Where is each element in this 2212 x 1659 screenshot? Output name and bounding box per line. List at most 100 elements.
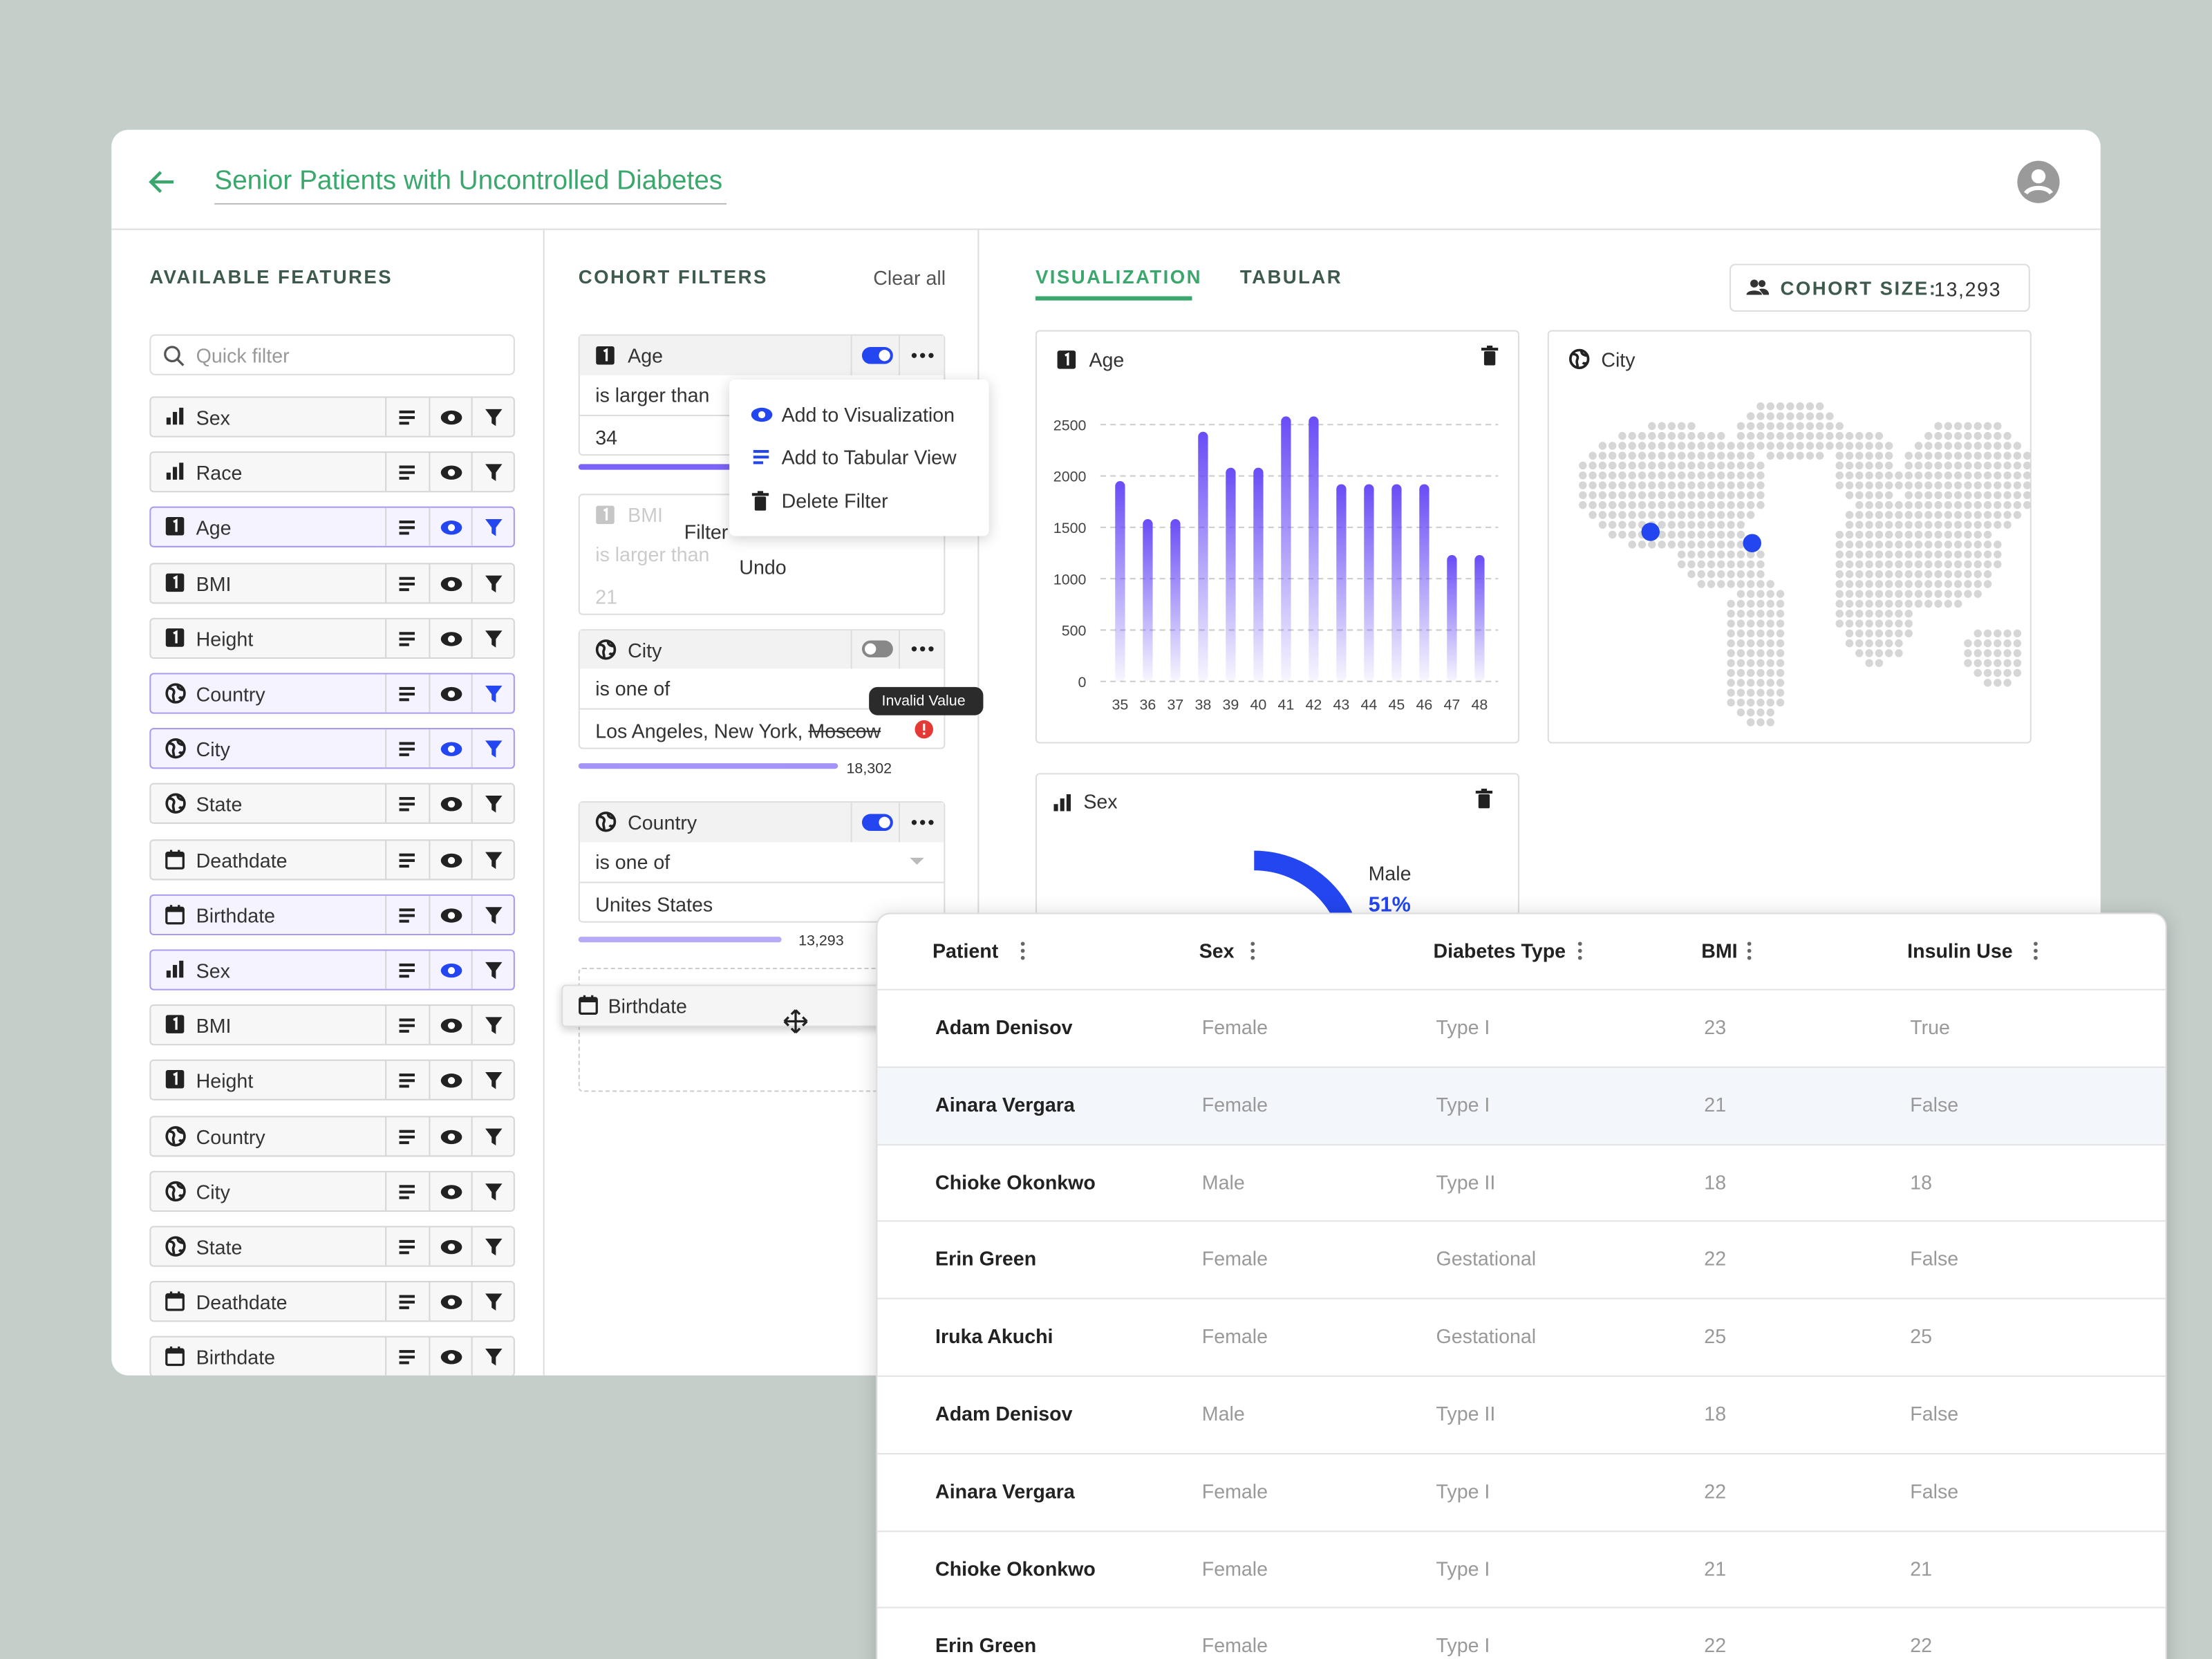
feature-row[interactable]: BMI	[149, 1004, 515, 1046]
visualize-button[interactable]	[440, 409, 463, 426]
filter-button[interactable]	[484, 1127, 504, 1147]
feature-row[interactable]: Country	[149, 1115, 515, 1156]
feature-row[interactable]: Age	[149, 507, 515, 548]
back-button[interactable]	[147, 167, 178, 198]
tabular-button[interactable]	[398, 686, 418, 702]
feature-row[interactable]: Height	[149, 1060, 515, 1101]
visualize-button[interactable]	[440, 1349, 463, 1366]
tab-active[interactable]: VISUALIZATION	[1035, 266, 1202, 288]
feature-row[interactable]: Country	[149, 673, 515, 714]
feature-row[interactable]: BMI	[149, 562, 515, 603]
feature-row[interactable]: Deathdate	[149, 838, 515, 880]
filter-button[interactable]	[484, 1071, 504, 1091]
more-button[interactable]	[910, 344, 935, 367]
filter-button[interactable]	[484, 850, 504, 870]
feature-row[interactable]: Deathdate	[149, 1281, 515, 1322]
visualize-button[interactable]	[440, 686, 463, 702]
filter-button[interactable]	[484, 961, 504, 981]
filter-button[interactable]	[484, 1348, 504, 1368]
tabular-button[interactable]	[398, 465, 418, 481]
visualize-button[interactable]	[440, 852, 463, 868]
delete-button[interactable]	[1475, 788, 1493, 809]
visualize-button[interactable]	[440, 741, 463, 758]
tabular-button[interactable]	[398, 409, 418, 426]
visualize-button[interactable]	[440, 907, 463, 924]
filter-button[interactable]	[484, 518, 504, 538]
visualize-button[interactable]	[440, 1183, 463, 1200]
filter-button[interactable]	[484, 463, 504, 483]
feature-row[interactable]: City	[149, 728, 515, 769]
more-button[interactable]	[910, 811, 935, 834]
visualize-button[interactable]	[440, 1294, 463, 1311]
feature-row[interactable]: City	[149, 1170, 515, 1212]
feature-row[interactable]: Race	[149, 451, 515, 493]
avatar[interactable]	[2016, 160, 2061, 205]
filter-button[interactable]	[484, 574, 504, 594]
tabular-button[interactable]	[398, 1239, 418, 1255]
visualize-button[interactable]	[440, 1018, 463, 1034]
filter-button[interactable]	[484, 906, 504, 926]
menu-item[interactable]: Add to Tabular View	[781, 445, 957, 469]
tabular-button[interactable]	[398, 852, 418, 868]
filter-button[interactable]	[484, 684, 504, 704]
tabular-button[interactable]	[398, 1018, 418, 1034]
filter-button[interactable]	[484, 1237, 504, 1257]
feature-row[interactable]: Birthdate	[149, 894, 515, 935]
tabular-button[interactable]	[398, 1128, 418, 1145]
delete-button[interactable]	[1481, 345, 1499, 366]
visualize-button[interactable]	[440, 1128, 463, 1145]
feature-row[interactable]: State	[149, 1226, 515, 1267]
dropdown-arrow[interactable]	[908, 856, 925, 868]
column-header[interactable]: BMI	[1701, 939, 1738, 962]
filter-button[interactable]	[484, 1293, 504, 1313]
column-menu[interactable]	[1747, 941, 1752, 961]
visualize-button[interactable]	[440, 1073, 463, 1089]
tabular-button[interactable]	[398, 1073, 418, 1089]
filter-button[interactable]	[484, 1016, 504, 1036]
filter-button[interactable]	[484, 795, 504, 815]
column-menu[interactable]	[1577, 941, 1583, 961]
visualize-button[interactable]	[440, 575, 463, 592]
tabular-button[interactable]	[398, 630, 418, 647]
clear-all[interactable]: Clear all	[873, 266, 946, 290]
filter-button[interactable]	[484, 629, 504, 649]
undo-button[interactable]: Undo	[739, 556, 787, 579]
column-header[interactable]: Sex	[1199, 939, 1235, 962]
tabular-button[interactable]	[398, 907, 418, 924]
tabular-button[interactable]	[398, 741, 418, 758]
filter-button[interactable]	[484, 1182, 504, 1202]
menu-item[interactable]: Delete Filter	[781, 489, 888, 512]
tabular-button[interactable]	[398, 1349, 418, 1366]
visualize-button[interactable]	[440, 520, 463, 536]
column-menu[interactable]	[1020, 941, 1026, 961]
tabular-button[interactable]	[398, 575, 418, 592]
column-menu[interactable]	[2033, 941, 2038, 961]
tab[interactable]: TABULAR	[1239, 266, 1343, 288]
visualize-button[interactable]	[440, 630, 463, 647]
visualize-button[interactable]	[440, 796, 463, 813]
column-header[interactable]: Insulin Use	[1907, 939, 2013, 962]
filter-button[interactable]	[484, 408, 504, 428]
toggle[interactable]	[861, 346, 894, 366]
feature-row[interactable]: Birthdate	[149, 1336, 515, 1376]
search-box[interactable]: Quick filter	[149, 334, 515, 375]
column-menu[interactable]	[1250, 941, 1255, 961]
filter-button[interactable]	[484, 740, 504, 760]
feature-row[interactable]: State	[149, 783, 515, 825]
column-header[interactable]: Diabetes Type	[1433, 939, 1566, 962]
tabular-button[interactable]	[398, 1183, 418, 1200]
tabular-button[interactable]	[398, 796, 418, 813]
dragged-chip[interactable]: Birthdate	[561, 984, 903, 1034]
visualize-button[interactable]	[440, 465, 463, 481]
tabular-button[interactable]	[398, 962, 418, 979]
visualize-button[interactable]	[440, 1239, 463, 1255]
feature-row[interactable]: Sex	[149, 949, 515, 991]
feature-row[interactable]: Sex	[149, 396, 515, 438]
column-header[interactable]: Patient	[932, 939, 999, 962]
toggle[interactable]	[861, 639, 894, 659]
toggle[interactable]	[861, 813, 894, 833]
more-button[interactable]	[910, 637, 935, 660]
tabular-button[interactable]	[398, 1294, 418, 1311]
tabular-button[interactable]	[398, 520, 418, 536]
feature-row[interactable]: Height	[149, 617, 515, 659]
